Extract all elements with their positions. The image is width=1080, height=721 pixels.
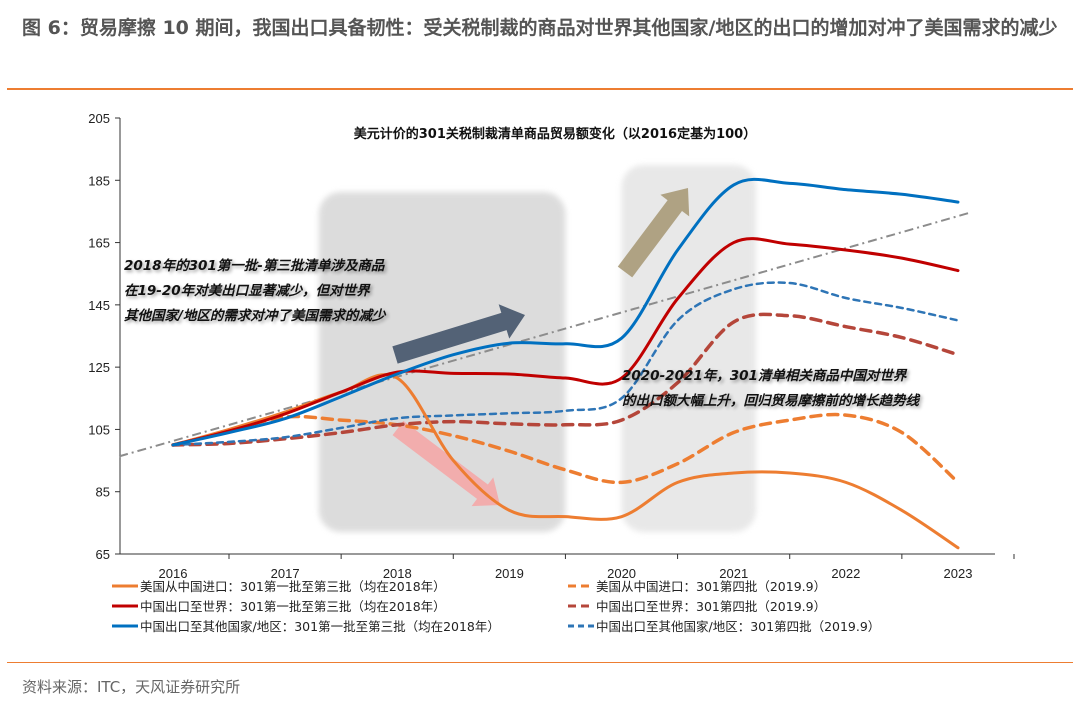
y-tick-label: 65 [96,547,110,562]
legend-item: 中国出口至世界：301第一批至第三批（均在2018年） [112,596,446,615]
legend-label: 中国出口至其他国家/地区：301第四批（2019.9） [596,619,881,634]
legend-label: 中国出口至其他国家/地区：301第一批至第三批（均在2018年） [140,619,500,634]
legend-swatch [112,624,138,627]
annotation-line: 2018年的301第一批-第三批清单涉及商品 [124,258,385,274]
series-line [171,412,960,485]
x-tick-label: 2017 [271,566,300,581]
figure-title: 图 6：贸易摩擦 10 期间，我国出口具备韧性：受关税制裁的商品对世界其他国家/… [22,17,1058,39]
legend-label: 中国出口至世界：301第四批（2019.9） [596,599,827,614]
series-line [171,281,960,447]
y-tick-label: 105 [88,422,110,437]
y-tick-label: 85 [96,485,110,500]
legend-item: 美国从中国进口：301第四批（2019.9） [568,576,826,595]
series-line [171,177,960,447]
legend-item: 美国从中国进口：301第一批至第三批（均在2018年） [112,576,446,595]
x-tick-label: 2016 [159,566,188,581]
legend-swatch [568,604,594,607]
legend-label: 美国从中国进口：301第一批至第三批（均在2018年） [140,579,446,594]
legend-item: 中国出口至其他国家/地区：301第一批至第三批（均在2018年） [112,616,500,635]
arrow-up-icon [617,188,690,278]
trendline [118,211,972,458]
legend-item: 中国出口至世界：301第四批（2019.9） [568,596,826,615]
legend-swatch [568,584,594,587]
y-tick-label: 185 [88,173,110,188]
x-tick-label: 2023 [944,566,973,581]
source-note: 资料来源：ITC，天风证券研究所 [22,678,241,696]
annotation-line: 其他国家/地区的需求对冲了美国需求的减少 [124,308,386,324]
series-line [171,237,960,447]
annotation-line: 在19-20年对美出口显著减少，但对世界 [124,283,370,299]
chart-title: 美元计价的301关税制裁清单商品贸易额变化（以2016定基为100） [354,126,756,142]
highlight-period [318,192,566,532]
y-tick-label: 145 [88,298,110,313]
footer-divider [7,662,1073,663]
y-tick-label: 125 [88,360,110,375]
y-tick-label: 165 [88,236,110,251]
series-line [171,312,960,447]
arrow-down-right-icon [392,420,500,507]
legend-label: 美国从中国进口：301第四批（2019.9） [596,579,827,594]
legend-item: 中国出口至其他国家/地区：301第四批（2019.9） [568,616,880,635]
title-divider [7,88,1073,90]
annotation-2018: 2018年的301第一批-第三批清单涉及商品 在19-20年对美出口显著减少，但… [124,254,385,329]
annotation-line: 的出口额大幅上升，回归贸易摩擦前的增长趋势线 [622,393,919,409]
x-tick-label: 2022 [831,566,860,581]
legend-label: 中国出口至世界：301第一批至第三批（均在2018年） [140,599,446,614]
x-tick-label: 2018 [383,566,412,581]
x-tick-label: 2019 [495,566,524,581]
legend-swatch [112,584,138,587]
legend-swatch [568,624,594,627]
arrow-up-right-icon [392,304,525,364]
x-tick-label: 2021 [719,566,748,581]
annotation-line: 2020-2021年，301清单相关商品中国对世界 [622,368,907,384]
annotation-2020: 2020-2021年，301清单相关商品中国对世界 的出口额大幅上升，回归贸易摩… [622,364,919,414]
legend-swatch [112,604,138,607]
x-tick-label: 2020 [607,566,636,581]
highlight-period [621,165,757,532]
y-tick-label: 205 [88,111,110,126]
